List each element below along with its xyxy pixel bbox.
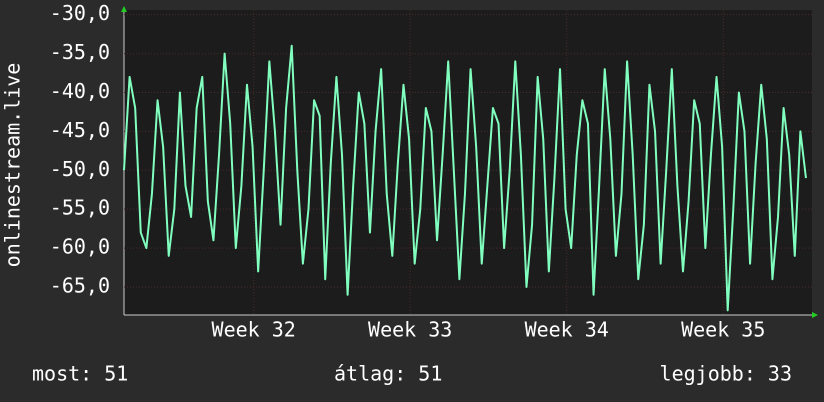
data-line [123,44,807,312]
footer-current: most: 51 [32,362,128,386]
footer-best: legjobb: 33 [660,362,792,386]
y-tick-label: -35,0 [50,40,110,64]
x-tick-label: Week 32 [212,318,296,342]
x-tick-label: Week 33 [368,318,452,342]
y-tick-label: -55,0 [50,196,110,220]
x-tick-label: Week 34 [525,318,609,342]
y-tick-label: -45,0 [50,118,110,142]
y-tick-label: -60,0 [50,235,110,259]
y-axis-label: onlinestream.live [1,63,25,268]
footer-average: átlag: 51 [334,362,442,386]
x-tick-label: Week 35 [681,318,765,342]
y-tick-label: -40,0 [50,79,110,103]
plot-area [124,10,812,315]
footer: most: 51 átlag: 51 legjobb: 33 [32,362,792,386]
y-tick-label: -65,0 [50,273,110,297]
y-tick-label: -30,0 [50,1,110,25]
y-tick-label: -50,0 [50,157,110,181]
y-arrow [121,6,127,12]
x-arrow [812,312,818,318]
